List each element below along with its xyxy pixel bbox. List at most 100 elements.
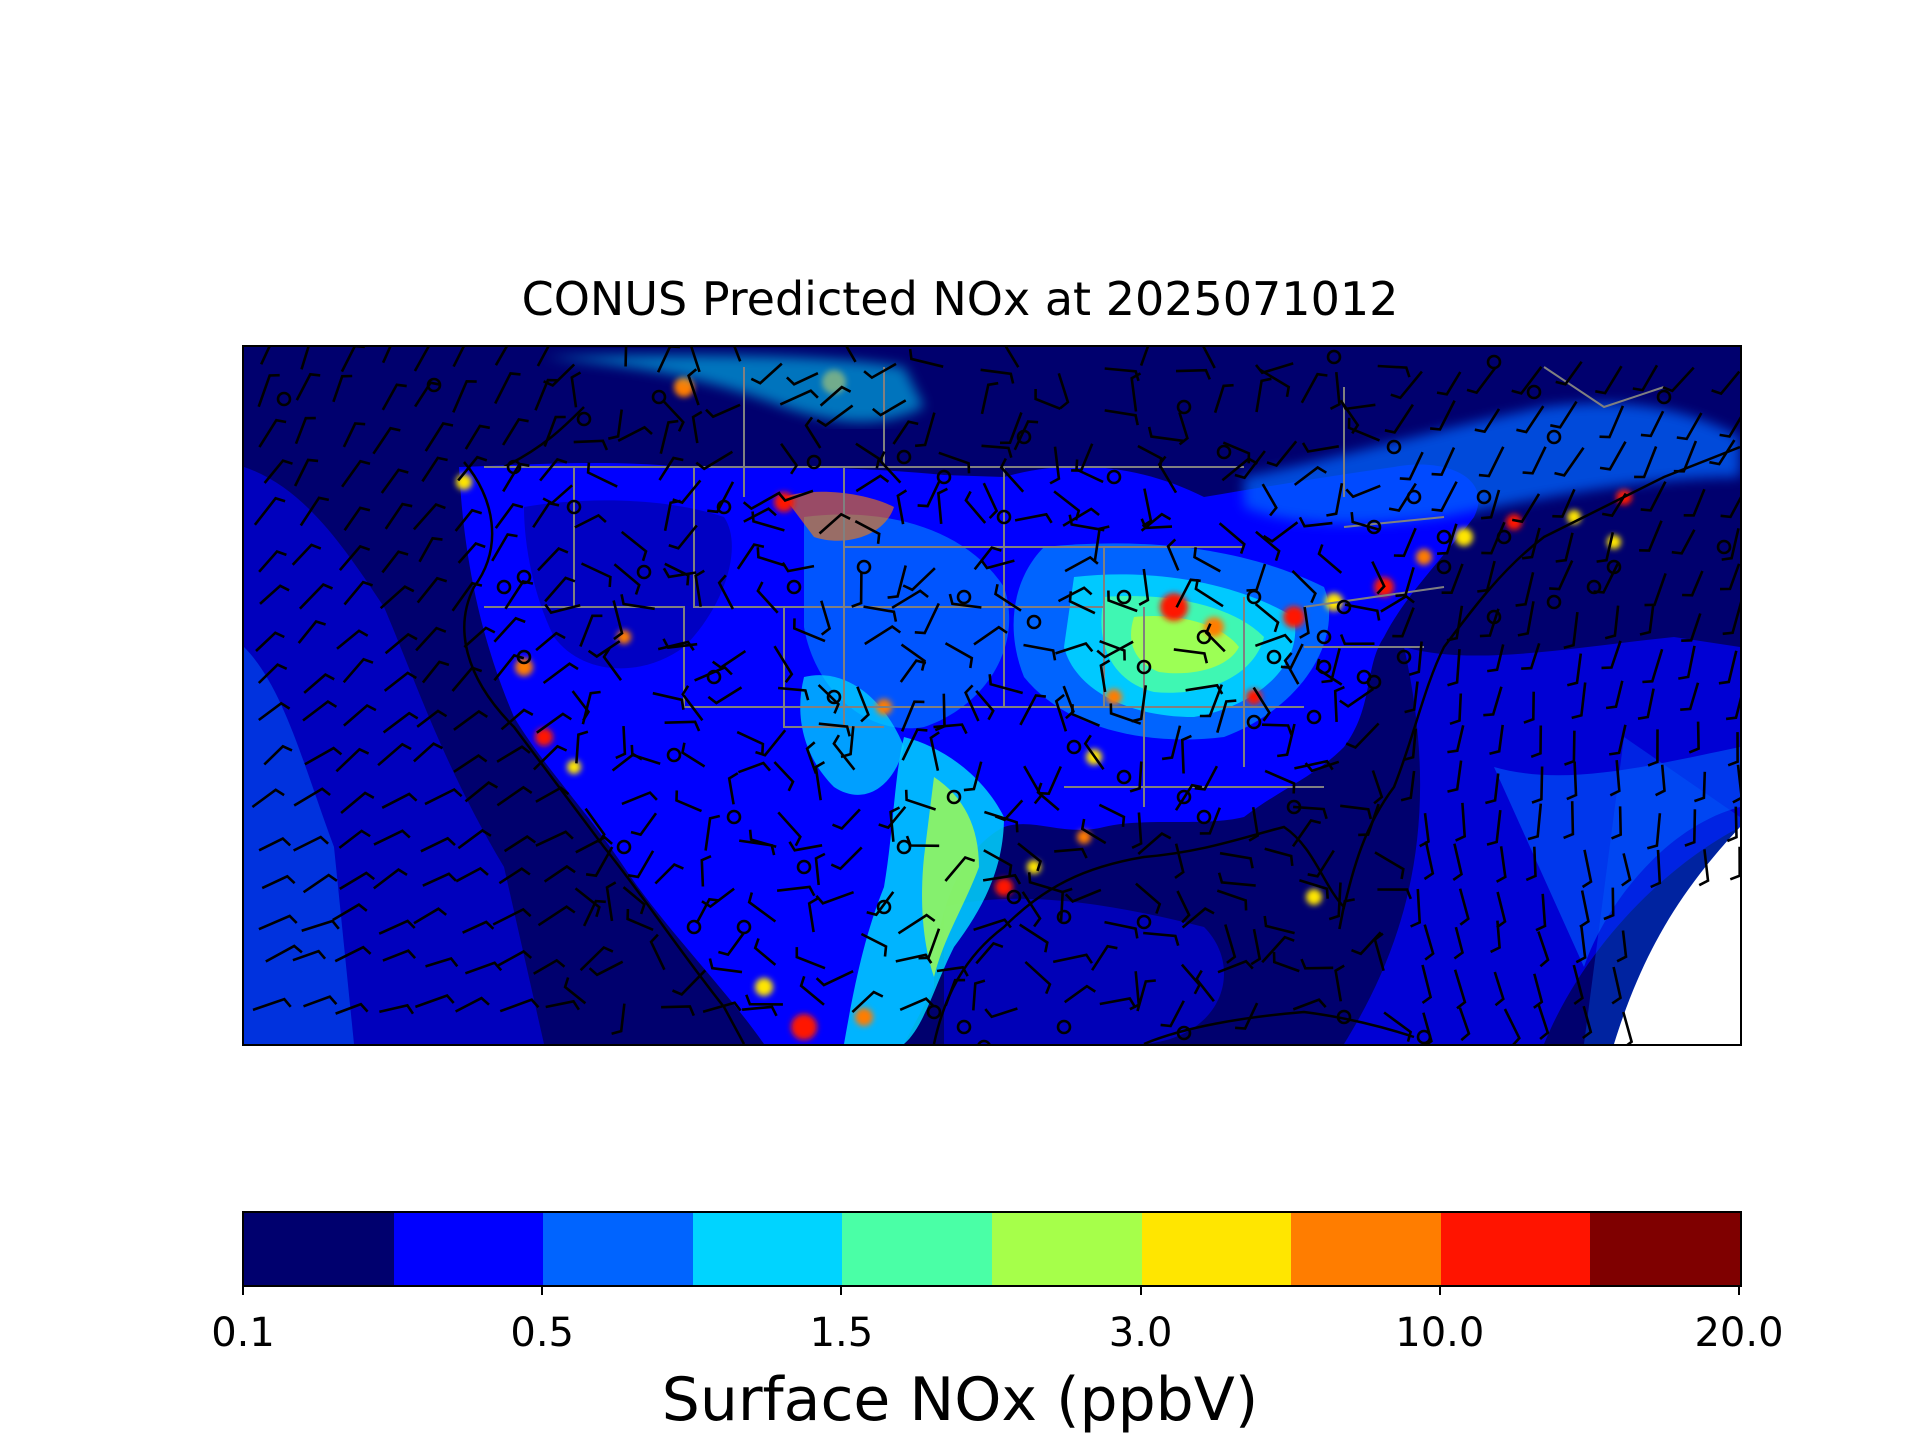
wind-barb bbox=[1068, 514, 1105, 532]
wind-barb bbox=[539, 457, 568, 482]
wind-barb bbox=[695, 897, 720, 925]
wind-barb bbox=[1333, 685, 1345, 722]
wind-barb bbox=[1104, 367, 1140, 382]
wind-barb bbox=[1410, 888, 1422, 928]
wind-barb bbox=[1157, 455, 1178, 494]
wind-barb bbox=[964, 684, 980, 722]
station-circle bbox=[706, 669, 722, 685]
wind-barb bbox=[494, 503, 524, 529]
wind-barb bbox=[1099, 639, 1126, 661]
wind-barb bbox=[1719, 416, 1740, 438]
colorbar-tick-label: 3.0 bbox=[1108, 1310, 1173, 1356]
station-circle bbox=[1656, 389, 1672, 405]
wind-barb bbox=[788, 841, 823, 852]
wind-barb bbox=[381, 792, 418, 809]
wind-barb bbox=[1609, 759, 1621, 797]
wind-barb bbox=[334, 945, 372, 963]
wind-barb bbox=[343, 703, 377, 727]
wind-barb bbox=[1525, 846, 1537, 882]
wind-barb bbox=[563, 977, 587, 1005]
wind-barb bbox=[1254, 633, 1293, 648]
wind-barb bbox=[1698, 849, 1710, 887]
wind-barb bbox=[1218, 522, 1246, 555]
wind-barb bbox=[963, 761, 983, 792]
wind-barb bbox=[780, 442, 799, 475]
station-circle bbox=[1356, 669, 1372, 685]
wind-barb bbox=[1640, 481, 1667, 512]
wind-barb bbox=[1474, 408, 1501, 434]
wind-barb bbox=[818, 512, 851, 535]
wind-barb bbox=[820, 600, 832, 636]
wind-barb bbox=[1254, 602, 1280, 633]
wind-barb bbox=[1160, 1000, 1185, 1028]
wind-barb bbox=[1384, 403, 1414, 434]
wind-barb bbox=[494, 372, 521, 405]
wind-barb bbox=[293, 787, 331, 807]
station-circle bbox=[1396, 649, 1412, 665]
wind-barb bbox=[1521, 642, 1541, 670]
wind-barb bbox=[545, 999, 580, 1011]
wind-barb bbox=[575, 835, 613, 854]
wind-barb bbox=[1655, 764, 1666, 797]
wind-barb bbox=[1377, 364, 1411, 378]
wind-barb bbox=[786, 372, 819, 386]
wind-barb bbox=[1178, 412, 1189, 446]
wind-barb bbox=[1194, 765, 1219, 791]
wind-barb bbox=[537, 547, 569, 572]
wind-barb bbox=[1480, 489, 1501, 520]
wind-barb bbox=[621, 791, 658, 806]
wind-barb bbox=[1272, 952, 1300, 973]
wind-barb bbox=[534, 378, 558, 411]
wind-barb bbox=[1523, 691, 1535, 724]
wind-barb bbox=[1259, 368, 1291, 398]
wind-barb bbox=[1063, 984, 1097, 1004]
station-circle bbox=[1366, 519, 1382, 535]
wind-barb bbox=[1646, 813, 1662, 850]
wind-barb bbox=[425, 956, 459, 968]
wind-barb bbox=[1720, 496, 1740, 519]
wind-barb bbox=[855, 474, 890, 493]
wind-barb bbox=[536, 347, 550, 367]
wind-barb bbox=[464, 781, 499, 803]
station-circle bbox=[1026, 614, 1042, 630]
wind-barb bbox=[1246, 563, 1267, 592]
wind-barb bbox=[1143, 931, 1180, 946]
wind-barb bbox=[1447, 649, 1461, 687]
wind-barb bbox=[1487, 644, 1505, 673]
wind-barb bbox=[1419, 813, 1430, 848]
wind-barb bbox=[416, 576, 448, 604]
station-circle bbox=[1326, 349, 1342, 365]
wind-barb bbox=[756, 581, 779, 614]
wind-barb bbox=[1261, 935, 1295, 964]
station-circle bbox=[1336, 1009, 1352, 1025]
wind-barb bbox=[496, 745, 531, 763]
colorbar-tick-label: 0.1 bbox=[211, 1310, 275, 1356]
wind-barb bbox=[948, 593, 982, 609]
wind-barb bbox=[1530, 725, 1543, 759]
wind-barb bbox=[463, 626, 496, 649]
colorbar-segment bbox=[1440, 1213, 1591, 1285]
wind-barb bbox=[1572, 964, 1584, 1005]
wind-barb bbox=[864, 625, 902, 646]
station-circle bbox=[1116, 589, 1132, 605]
station-circle bbox=[956, 1019, 972, 1035]
wind-barb bbox=[1250, 928, 1262, 966]
wind-barb bbox=[1054, 847, 1088, 859]
wind-barb bbox=[1252, 686, 1271, 722]
colorbar-tick-label: 1.5 bbox=[809, 1310, 874, 1356]
wind-barb bbox=[1301, 442, 1340, 453]
wind-barb bbox=[901, 728, 928, 761]
wind-barb bbox=[627, 850, 655, 879]
wind-barb bbox=[681, 742, 706, 768]
wind-barb bbox=[416, 709, 448, 728]
station-circle bbox=[1016, 429, 1032, 445]
wind-barb bbox=[1423, 841, 1435, 881]
wind-barb bbox=[1634, 446, 1658, 479]
wind-barb bbox=[1721, 528, 1740, 561]
wind-barb bbox=[421, 456, 448, 483]
wind-barb bbox=[1515, 571, 1535, 607]
wind-barb bbox=[1609, 724, 1627, 756]
wind-barb bbox=[304, 746, 343, 766]
wind-barb bbox=[258, 549, 287, 573]
station-circle bbox=[1336, 599, 1352, 615]
